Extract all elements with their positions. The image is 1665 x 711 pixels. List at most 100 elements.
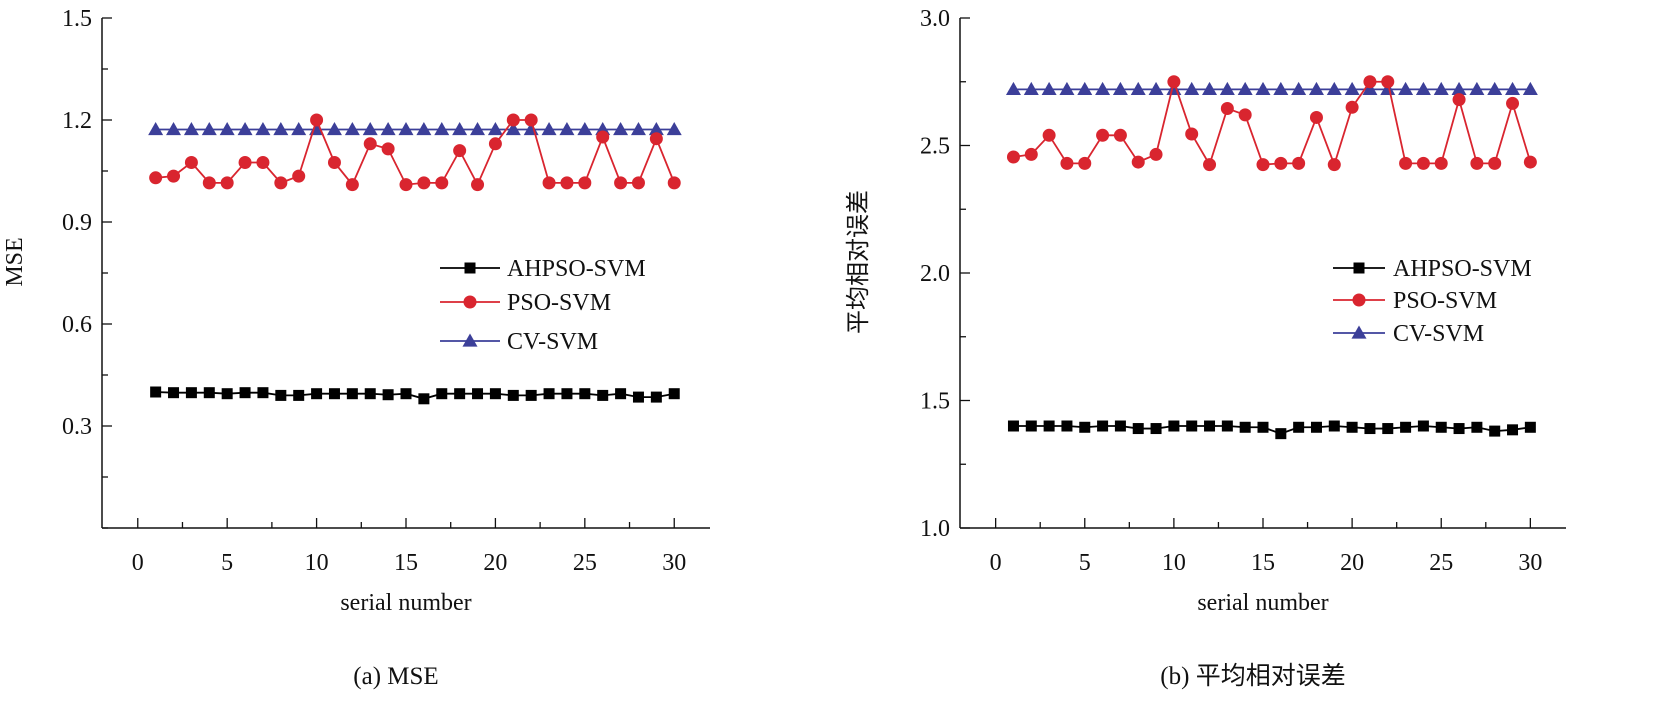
data-point — [149, 171, 163, 185]
data-point — [1221, 420, 1233, 432]
data-point — [1149, 147, 1163, 161]
data-point — [221, 388, 233, 400]
data-point — [487, 122, 503, 136]
data-point — [1257, 421, 1269, 433]
data-point — [273, 122, 289, 136]
data-point — [220, 176, 234, 190]
x-tick-label: 25 — [1429, 550, 1453, 576]
data-point — [168, 387, 180, 399]
data-point — [1524, 421, 1536, 433]
data-point — [434, 122, 450, 136]
data-point — [1204, 420, 1216, 432]
data-point — [184, 156, 198, 169]
data-point — [666, 122, 682, 136]
legend: AHPSO-SVM PSO-SVM CV-SVM — [1333, 256, 1532, 347]
data-point — [560, 176, 574, 190]
data-point — [1256, 158, 1270, 172]
data-point — [311, 388, 323, 400]
data-point — [1167, 75, 1181, 89]
y-tick-label: 0.9 — [62, 210, 92, 236]
series-line — [155, 391, 675, 400]
data-point — [1507, 424, 1519, 436]
data-point — [1168, 420, 1180, 432]
data-point — [328, 388, 340, 400]
data-point — [1382, 423, 1394, 435]
data-point — [1417, 420, 1429, 432]
data-point — [1079, 421, 1091, 433]
data-point — [148, 122, 164, 136]
x-tick-label: 5 — [221, 550, 233, 576]
data-point — [1488, 156, 1502, 170]
data-point — [1381, 75, 1395, 89]
data-point — [1097, 420, 1109, 432]
data-point — [1043, 420, 1055, 432]
data-point — [1061, 420, 1073, 432]
data-point — [1326, 81, 1342, 96]
data-point — [345, 178, 359, 192]
data-point — [524, 113, 538, 127]
data-point — [505, 122, 521, 136]
data-point — [362, 122, 378, 136]
data-point — [453, 144, 467, 158]
data-point — [1292, 156, 1306, 170]
data-point — [559, 122, 575, 136]
data-point — [1489, 425, 1501, 437]
y-tick-label: 1.2 — [62, 108, 92, 134]
x-axis-title: serial number — [1197, 590, 1328, 616]
data-point — [614, 176, 628, 190]
data-point — [667, 176, 681, 190]
x-tick-label: 10 — [305, 550, 329, 576]
data-point — [398, 122, 414, 136]
data-point — [577, 122, 593, 136]
data-point — [1487, 81, 1503, 96]
data-point — [1238, 108, 1252, 122]
data-point — [1042, 128, 1056, 142]
data-point — [1522, 81, 1538, 96]
data-point — [506, 113, 520, 127]
data-point — [1095, 81, 1111, 96]
data-point — [630, 122, 646, 136]
y-tick-label: 1.0 — [920, 516, 950, 542]
data-point — [1186, 420, 1198, 432]
data-point — [275, 389, 287, 401]
data-point — [1185, 127, 1199, 141]
legend: AHPSO-SVM PSO-SVM CV-SVM — [440, 256, 646, 355]
data-point — [364, 388, 376, 400]
data-point — [1293, 421, 1305, 433]
data-point — [1184, 81, 1200, 96]
data-point — [489, 388, 501, 400]
data-point — [1237, 81, 1253, 96]
data-point — [1380, 81, 1396, 96]
data-point — [668, 388, 680, 400]
legend-label: AHPSO-SVM — [1393, 256, 1532, 282]
y-tick-label: 1.5 — [62, 6, 92, 32]
data-point — [183, 122, 199, 136]
y-axis-title: MSE — [2, 237, 28, 286]
data-point — [292, 169, 306, 183]
data-point — [1415, 81, 1431, 96]
data-point — [1219, 81, 1235, 96]
data-point — [1059, 81, 1075, 96]
data-point — [238, 156, 252, 169]
data-point — [1400, 421, 1412, 433]
x-tick-label: 10 — [1162, 550, 1186, 576]
data-point — [472, 388, 484, 400]
data-point — [1132, 423, 1144, 435]
data-point — [399, 178, 413, 192]
data-point — [327, 156, 341, 169]
data-point — [202, 176, 216, 190]
data-point — [1434, 156, 1448, 170]
data-point — [454, 388, 466, 400]
data-point — [1239, 421, 1251, 433]
data-point — [1470, 156, 1484, 170]
legend-marker — [1352, 293, 1366, 307]
legend-label: CV-SVM — [1393, 321, 1484, 347]
data-point — [615, 388, 627, 400]
data-point — [648, 122, 664, 136]
data-point — [1112, 81, 1128, 96]
data-point — [1453, 423, 1465, 435]
data-point — [1203, 158, 1217, 172]
y-tick-label: 2.0 — [920, 261, 950, 287]
data-point — [1023, 81, 1039, 96]
